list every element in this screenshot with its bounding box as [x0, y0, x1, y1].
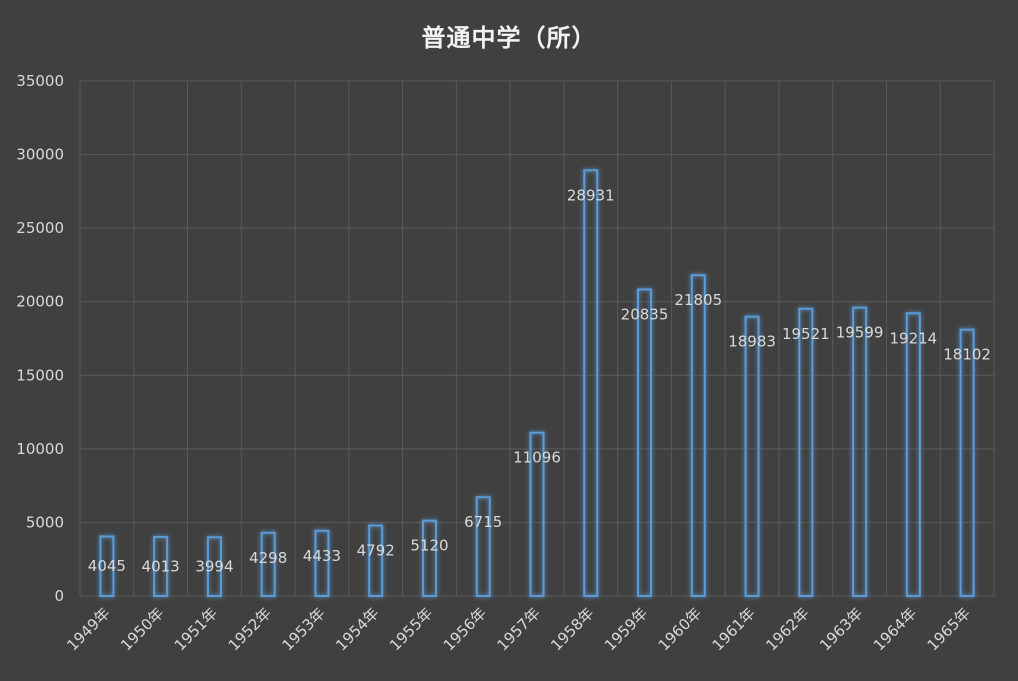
bar: [905, 312, 921, 597]
bar: [744, 315, 760, 597]
y-tick-label: 0: [54, 587, 64, 605]
y-tick-label: 10000: [16, 440, 64, 458]
chart-title: 普通中学（所）: [421, 24, 597, 52]
data-label: 4298: [249, 549, 287, 567]
bar: [637, 288, 653, 597]
x-tick-label: 1962年: [762, 604, 812, 654]
data-label: 18983: [728, 333, 776, 351]
bar: [99, 535, 115, 597]
y-tick-label: 35000: [16, 72, 64, 90]
bar: [798, 307, 814, 597]
y-tick-label: 15000: [16, 366, 64, 384]
x-tick-label: 1961年: [709, 604, 759, 654]
x-tick-label: 1951年: [171, 604, 221, 654]
bar: [852, 306, 868, 597]
label-layer: 4045 1949年 4013 1950年 3994 1951年 4298 1952年 4433…: [63, 186, 991, 654]
x-tick-label: 1953年: [278, 604, 328, 654]
x-tick-label: 1960年: [655, 604, 705, 654]
data-label: 6715: [464, 513, 502, 531]
grid-layer: 0 5000 10000 15000 20000 25000 30000 35000: [16, 72, 995, 605]
x-tick-label: 1952年: [225, 604, 275, 654]
data-label: 19521: [782, 325, 830, 343]
bar: [260, 531, 276, 597]
data-label: 18102: [943, 346, 991, 364]
bar: [959, 328, 975, 597]
bar: [475, 496, 491, 597]
y-tick-label: 20000: [16, 293, 64, 311]
data-label: 3994: [195, 558, 233, 576]
data-label: 11096: [513, 449, 561, 467]
data-label: 4433: [303, 547, 341, 565]
bar: [421, 519, 437, 597]
data-label: 28931: [567, 186, 615, 204]
x-tick-label: 1949年: [63, 604, 113, 654]
bar: [368, 524, 384, 597]
data-label: 4013: [142, 557, 180, 575]
x-tick-label: 1955年: [386, 604, 436, 654]
data-label: 20835: [621, 305, 669, 323]
x-tick-label: 1954年: [332, 604, 382, 654]
x-tick-label: 1950年: [117, 604, 167, 654]
x-tick-label: 1964年: [870, 604, 920, 654]
bar: [206, 536, 222, 597]
y-tick-label: 5000: [26, 513, 64, 531]
data-label: 4792: [357, 541, 395, 559]
bar: [583, 169, 599, 597]
data-label: 19599: [836, 324, 884, 342]
y-tick-label: 30000: [16, 146, 64, 164]
x-tick-label: 1958年: [547, 604, 597, 654]
x-tick-label: 1957年: [493, 604, 543, 654]
data-label: 4045: [88, 557, 126, 575]
bar: [529, 431, 545, 597]
x-tick-label: 1956年: [440, 604, 490, 654]
bar: [153, 535, 169, 598]
bar: [690, 274, 706, 597]
bar: [314, 529, 330, 597]
data-label: 19214: [889, 329, 937, 347]
y-tick-label: 25000: [16, 219, 64, 237]
data-label: 21805: [674, 291, 722, 309]
bar-layer: [99, 169, 975, 598]
x-tick-label: 1959年: [601, 604, 651, 654]
x-tick-label: 1963年: [816, 604, 866, 654]
data-label: 5120: [410, 537, 448, 555]
x-tick-label: 1965年: [924, 604, 974, 654]
